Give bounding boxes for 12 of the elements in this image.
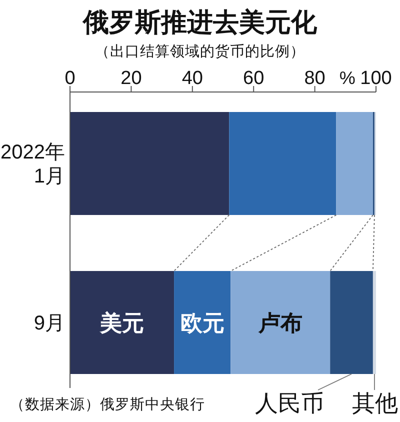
tick: 60 [243,68,264,89]
tick: 40 [182,68,203,89]
category: 9月 [34,312,65,334]
tick: 0 [64,68,76,89]
category: 2022年 1月 [0,142,65,188]
tick: 20 [120,68,142,89]
xlabel: % [339,68,356,88]
subtitle: （出口结算领域的货币的比例） [95,44,305,60]
annotation: （数据来源）俄罗斯中央银行 [10,397,205,413]
tick: 100 [360,68,392,89]
title: 俄罗斯推进去美元化 [83,7,317,37]
tick: 80 [304,68,326,89]
